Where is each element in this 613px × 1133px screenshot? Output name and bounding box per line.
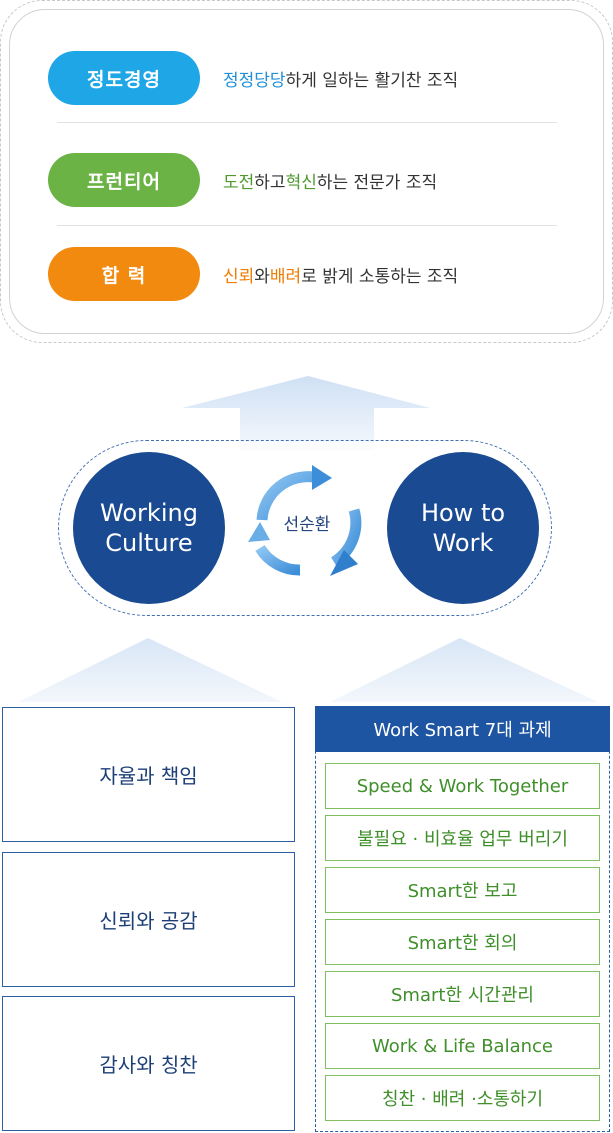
how-to-work-line2: Work bbox=[432, 529, 494, 557]
up-arrow-bottom bbox=[18, 638, 598, 702]
values-box: 정도경영 정정당당 하게 일하는 활기찬 조직 프런티어 도전 하고 혁신 하는 전문… bbox=[9, 9, 604, 334]
task-item: 불필요 · 비효율 업무 버리기 bbox=[325, 815, 600, 861]
value-pill: 합 력 bbox=[48, 247, 200, 301]
cycle-arrows-icon bbox=[248, 465, 362, 576]
virtuous-cycle-label: 선순환 bbox=[283, 515, 331, 535]
value-row-integrity: 정도경영 정정당당 하게 일하는 활기찬 조직 bbox=[10, 51, 605, 107]
working-culture-circle: Working Culture bbox=[73, 452, 225, 604]
value-pill: 정도경영 bbox=[48, 51, 200, 105]
row-divider bbox=[57, 122, 557, 123]
highlight-text: 도전 bbox=[223, 172, 255, 193]
tasks-header: Work Smart 7대 과제 bbox=[315, 706, 610, 752]
task-item: Speed & Work Together bbox=[325, 763, 600, 809]
foundation-gratitude: 감사와 칭찬 bbox=[2, 996, 295, 1131]
task-item: 칭찬 · 배려 ·소통하기 bbox=[325, 1075, 600, 1121]
value-description: 정정당당 하게 일하는 활기찬 조직 bbox=[223, 51, 458, 105]
highlight-text: 혁신 bbox=[285, 172, 317, 193]
row-divider bbox=[57, 225, 557, 226]
highlight-text: 신뢰 bbox=[223, 266, 255, 287]
task-item: Smart한 회의 bbox=[325, 919, 600, 965]
value-description: 도전 하고 혁신 하는 전문가 조직 bbox=[223, 153, 437, 207]
value-pill: 프런티어 bbox=[48, 153, 200, 207]
value-row-cooperation: 합 력 신뢰 와 배려 로 밝게 소통하는 조직 bbox=[10, 247, 605, 303]
highlight-text: 배려 bbox=[269, 266, 302, 287]
description-text: 하는 전문가 조직 bbox=[316, 172, 438, 193]
highlight-text: 정정당당 bbox=[223, 70, 286, 91]
working-culture-line1: Working bbox=[100, 499, 198, 527]
value-description: 신뢰 와 배려 로 밝게 소통하는 조직 bbox=[223, 247, 458, 301]
working-culture-line2: Culture bbox=[105, 529, 193, 557]
how-to-work-line1: How to bbox=[420, 499, 506, 527]
description-text: 와 bbox=[254, 266, 270, 287]
value-row-frontier: 프런티어 도전 하고 혁신 하는 전문가 조직 bbox=[10, 153, 605, 209]
description-text: 하고 bbox=[254, 172, 286, 193]
task-item: Smart한 시간관리 bbox=[325, 971, 600, 1017]
foundation-trust: 신뢰와 공감 bbox=[2, 852, 295, 987]
task-item: Smart한 보고 bbox=[325, 867, 600, 913]
description-text: 로 밝게 소통하는 조직 bbox=[301, 266, 459, 287]
up-arrow-top bbox=[182, 376, 430, 450]
how-to-work-circle: How to Work bbox=[387, 452, 539, 604]
foundation-autonomy: 자율과 책임 bbox=[2, 707, 295, 842]
task-item: Work & Life Balance bbox=[325, 1023, 600, 1069]
description-text: 하게 일하는 활기찬 조직 bbox=[285, 70, 459, 91]
